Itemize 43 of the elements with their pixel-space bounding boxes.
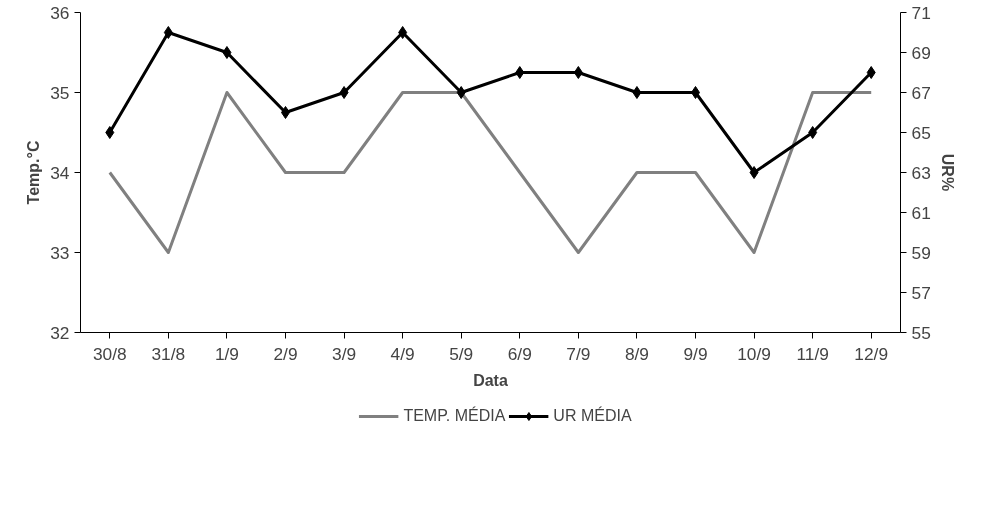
x-tick-label: 12/9 xyxy=(854,343,889,364)
y2-axis-title: UR% xyxy=(938,153,956,192)
point xyxy=(339,86,349,99)
legend-label: UR MÉDIA xyxy=(553,407,632,425)
x-tick-label: 6/9 xyxy=(507,343,532,364)
x-tick-label: 5/9 xyxy=(449,343,474,364)
point xyxy=(632,86,642,99)
point xyxy=(163,26,173,39)
y2-tick-label: 63 xyxy=(911,162,931,183)
point xyxy=(105,126,115,139)
x-tick-label: 10/9 xyxy=(737,343,771,364)
y2-tick-label: 61 xyxy=(911,202,931,223)
point xyxy=(222,46,232,59)
x-tick-label: 30/8 xyxy=(92,343,127,364)
x-tick-label: 31/8 xyxy=(151,343,186,364)
y-tick-label: 36 xyxy=(50,2,70,23)
x-tick-label: 2/9 xyxy=(273,343,298,364)
x-tick-label: 7/9 xyxy=(566,343,591,364)
legend-label: TEMP. MÉDIA xyxy=(403,407,506,425)
y-axis-title: Temp.°C xyxy=(25,140,43,205)
y2-tick-label: 69 xyxy=(911,42,931,63)
point xyxy=(866,66,876,79)
x-tick-label: 1/9 xyxy=(214,343,239,364)
y-tick-label: 32 xyxy=(50,322,70,343)
point xyxy=(398,26,408,39)
point xyxy=(749,166,759,179)
x-tick-label: 8/9 xyxy=(624,343,649,364)
x-tick-label: 3/9 xyxy=(332,343,357,364)
y2-tick-label: 57 xyxy=(911,282,931,303)
y2-tick-label: 67 xyxy=(911,82,931,103)
x-tick-label: 9/9 xyxy=(683,343,708,364)
point xyxy=(808,126,818,139)
x-axis-title: Data xyxy=(473,371,508,389)
y-tick-label: 35 xyxy=(50,82,70,103)
y2-tick-label: 71 xyxy=(911,2,931,23)
point xyxy=(456,86,466,99)
x-tick-label: 11/9 xyxy=(796,343,829,364)
x-tick-label: 4/9 xyxy=(390,343,415,364)
y2-tick-label: 65 xyxy=(911,122,931,143)
y2-tick-label: 59 xyxy=(911,242,931,263)
y2-tick-label: 55 xyxy=(911,322,931,343)
y-tick-label: 33 xyxy=(50,242,70,263)
y-tick-label: 34 xyxy=(50,162,70,183)
